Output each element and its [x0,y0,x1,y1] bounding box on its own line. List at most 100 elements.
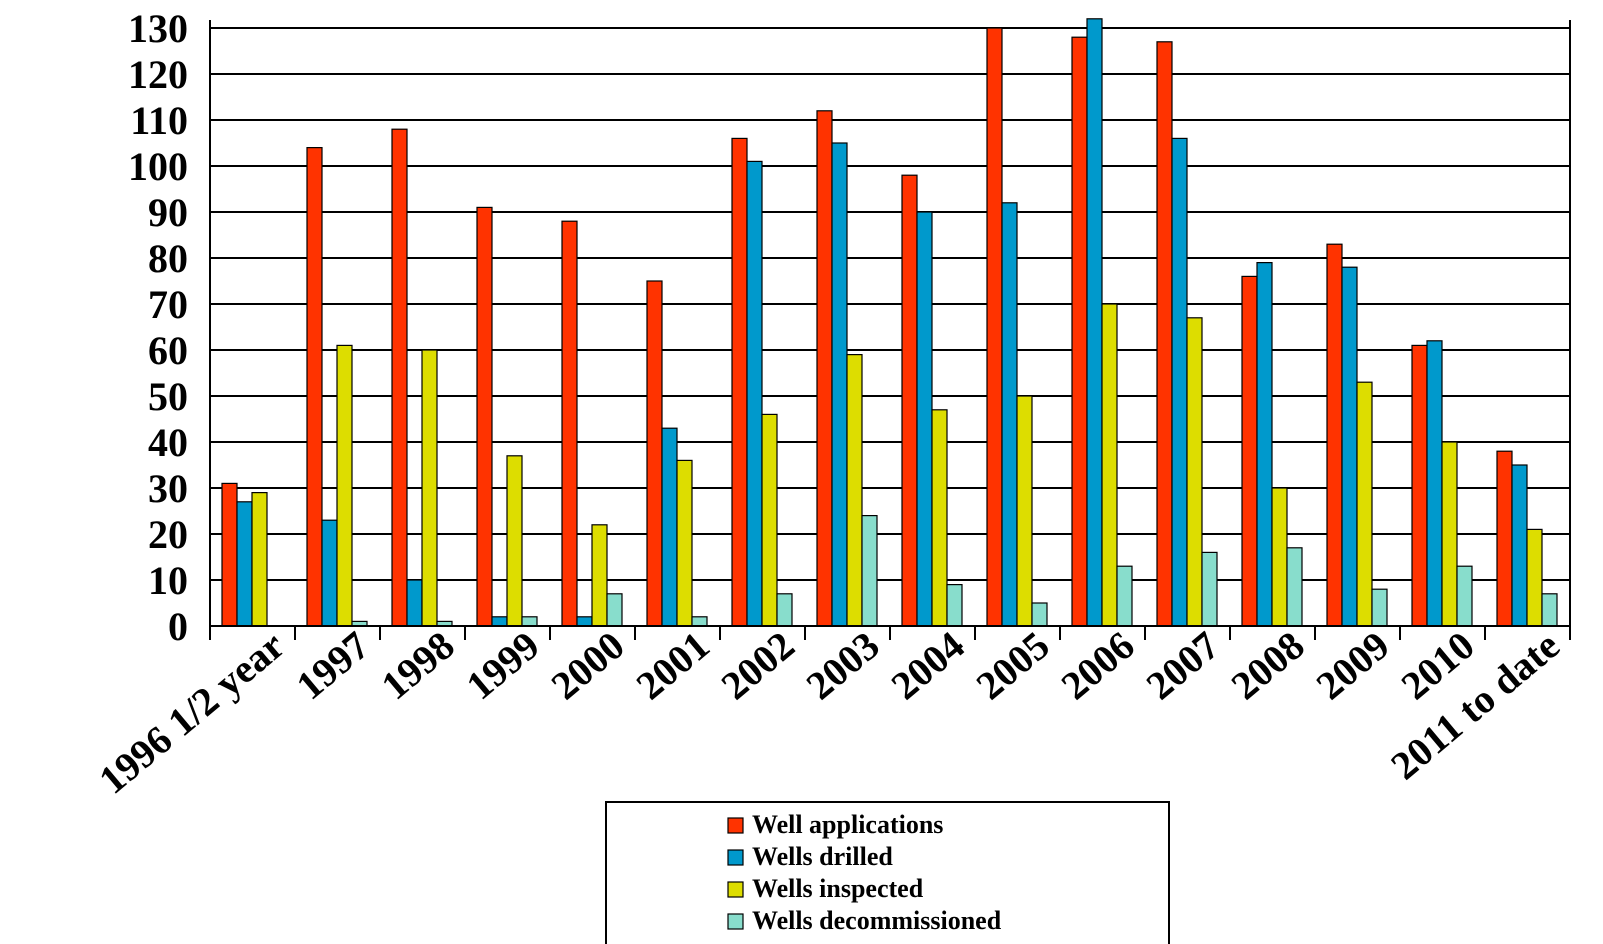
bar-well-applications [391,128,408,626]
x-tick-label: 2000 [543,622,633,708]
x-tick-label: 2011 to date [1382,622,1568,788]
bar-wells-decommissioned [1286,547,1303,626]
bar-wells-decommissioned [1116,565,1133,626]
bar-wells-drilled [661,427,678,626]
y-tick-label: 10 [148,558,188,603]
bar-well-applications [1241,275,1258,626]
bar-wells-inspected [506,455,523,626]
x-tick-label: 2006 [1053,622,1143,708]
legend-swatch [727,849,744,866]
bar-wells-drilled [1086,18,1103,626]
bar-wells-decommissioned [1456,565,1473,626]
x-axis-ticks: 1996 1/2 year199719981999200020012002200… [90,622,1568,802]
legend-label: Wells inspected [752,874,924,903]
y-tick-label: 120 [128,52,188,97]
bar-wells-inspected [421,349,438,626]
y-tick-label: 20 [148,512,188,557]
axes [209,20,1571,640]
bar-wells-decommissioned [606,593,623,626]
bar-well-applications [901,174,918,626]
x-tick-label: 2003 [798,622,888,708]
legend-label: Well applications [752,810,943,839]
bar-well-applications [731,137,748,626]
x-tick-label: 1998 [373,622,463,708]
bar-wells-drilled [1256,262,1273,626]
bar-wells-inspected [336,344,353,626]
bar-wells-decommissioned [861,514,878,626]
bar-wells-inspected [1016,395,1033,626]
bar-wells-inspected [676,459,693,626]
legend-label: Wells decommissioned [752,906,1002,935]
y-tick-label: 110 [130,98,188,143]
bar-wells-inspected [761,413,778,626]
legend-label: Wells drilled [752,842,893,871]
bar-wells-drilled [491,616,508,626]
y-tick-label: 0 [168,604,188,649]
y-tick-label: 40 [148,420,188,465]
x-tick-label: 1999 [458,622,548,708]
bar-wells-inspected [1186,317,1203,626]
bar-wells-drilled [1426,340,1443,626]
y-tick-label: 50 [148,374,188,419]
bar-well-applications [221,482,238,626]
bar-well-applications [561,220,578,626]
bar-wells-drilled [576,616,593,626]
y-tick-label: 90 [148,190,188,235]
x-tick-label: 2008 [1223,622,1313,708]
legend-swatch [727,913,744,930]
bar-wells-decommissioned [1201,551,1218,626]
bar-wells-drilled [321,519,338,626]
bar-well-applications [1071,36,1088,626]
bar-wells-inspected [1101,303,1118,626]
x-tick-label: 2005 [968,622,1058,708]
x-tick-label: 1996 1/2 year [90,622,293,802]
bar-wells-decommissioned [351,620,368,626]
bar-wells-drilled [406,579,423,626]
bar-well-applications [306,147,323,626]
bar-well-applications [646,280,663,626]
bar-wells-decommissioned [1031,602,1048,626]
bar-well-applications [1156,41,1173,626]
bar-wells-decommissioned [436,620,453,626]
x-tick-label: 1997 [288,622,378,708]
x-tick-label: 2002 [713,622,803,708]
bar-well-applications [986,27,1003,626]
bar-wells-inspected [251,492,268,626]
y-tick-label: 80 [148,236,188,281]
bar-well-applications [476,206,493,626]
bar-well-applications [1496,450,1513,626]
x-tick-label: 2004 [883,622,973,708]
bar-wells-drilled [1171,137,1188,626]
y-tick-label: 70 [148,282,188,327]
bar-wells-drilled [746,160,763,626]
bar-wells-decommissioned [946,583,963,626]
bar-wells-decommissioned [691,616,708,626]
bar-well-applications [816,110,833,626]
bars [221,18,1558,626]
bar-wells-inspected [1526,528,1543,626]
bar-well-applications [1326,243,1343,626]
bar-wells-drilled [1341,266,1358,626]
y-tick-label: 130 [128,6,188,51]
bar-well-applications [1411,344,1428,626]
bar-wells-drilled [236,501,253,626]
bar-wells-decommissioned [521,616,538,626]
bar-wells-inspected [846,354,863,626]
x-tick-label: 2007 [1138,622,1228,708]
legend-swatch [727,817,744,834]
legend-swatch [727,881,744,898]
bar-wells-decommissioned [1541,593,1558,626]
x-tick-label: 2001 [628,622,718,708]
bar-wells-drilled [1001,202,1018,626]
bar-wells-inspected [1441,441,1458,626]
bar-wells-decommissioned [776,593,793,626]
legend: Well applications Wells drilled Wells insp… [605,801,1170,944]
bar-wells-inspected [591,524,608,626]
x-tick-label: 2009 [1308,622,1398,708]
y-tick-label: 60 [148,328,188,373]
bar-wells-drilled [916,211,933,626]
bar-wells-decommissioned [1371,588,1388,626]
bar-wells-inspected [1356,381,1373,626]
